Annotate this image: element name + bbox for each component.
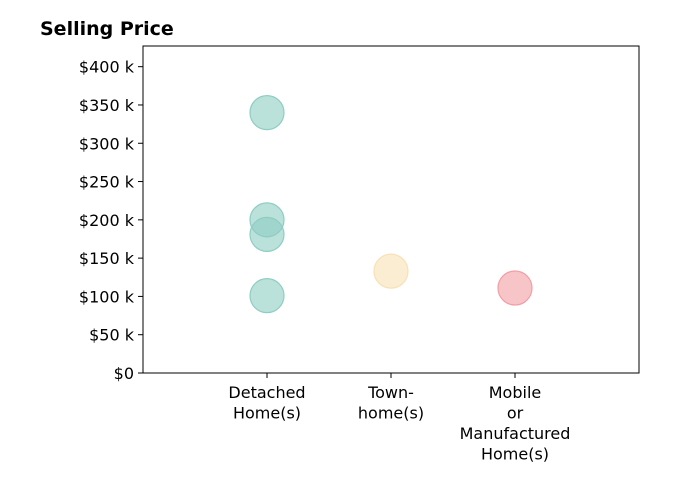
- y-axis: $0 $50 k $100 k $150 k $200 k $250 k $300 k $35…: [79, 58, 143, 383]
- data-point: [249, 216, 285, 252]
- y-tick-label: $0: [114, 364, 134, 383]
- x-tick-label-line: Home(s): [233, 404, 301, 423]
- x-tick-label-line: home(s): [358, 404, 424, 423]
- y-tick-label: $150 k: [79, 249, 135, 268]
- data-point: [249, 278, 285, 314]
- y-tick-label: $350 k: [79, 96, 135, 115]
- x-tick-label-line: Detached: [228, 383, 305, 402]
- y-tick-label: $100 k: [79, 287, 135, 306]
- y-tick-label: $300 k: [79, 134, 135, 153]
- data-points: [249, 95, 533, 314]
- x-tick-label-line: Mobile: [489, 383, 541, 402]
- x-tick-label: Town-home(s): [358, 383, 424, 423]
- data-point: [373, 253, 409, 289]
- x-axis: Detached Home(s) Town-home(s) Mobile or Manuf…: [228, 373, 570, 464]
- data-point: [497, 270, 533, 306]
- x-tick-label-line: Manufactured: [460, 424, 571, 443]
- x-tick-label-line: or: [507, 404, 524, 423]
- y-tick-label: $250 k: [79, 173, 135, 192]
- data-point: [249, 95, 285, 131]
- x-tick-label: Detached Home(s): [228, 383, 305, 423]
- x-tick-label-line: Home(s): [481, 445, 549, 464]
- y-tick-label: $200 k: [79, 211, 135, 230]
- chart-title: Selling Price: [40, 18, 174, 40]
- y-tick-label: $400 k: [79, 58, 135, 77]
- x-tick-label-line: Town-: [367, 383, 414, 402]
- x-tick-label: Mobile or Manufactured Home(s): [460, 383, 571, 464]
- y-tick-label: $50 k: [89, 326, 135, 345]
- plot-area: [142, 45, 640, 374]
